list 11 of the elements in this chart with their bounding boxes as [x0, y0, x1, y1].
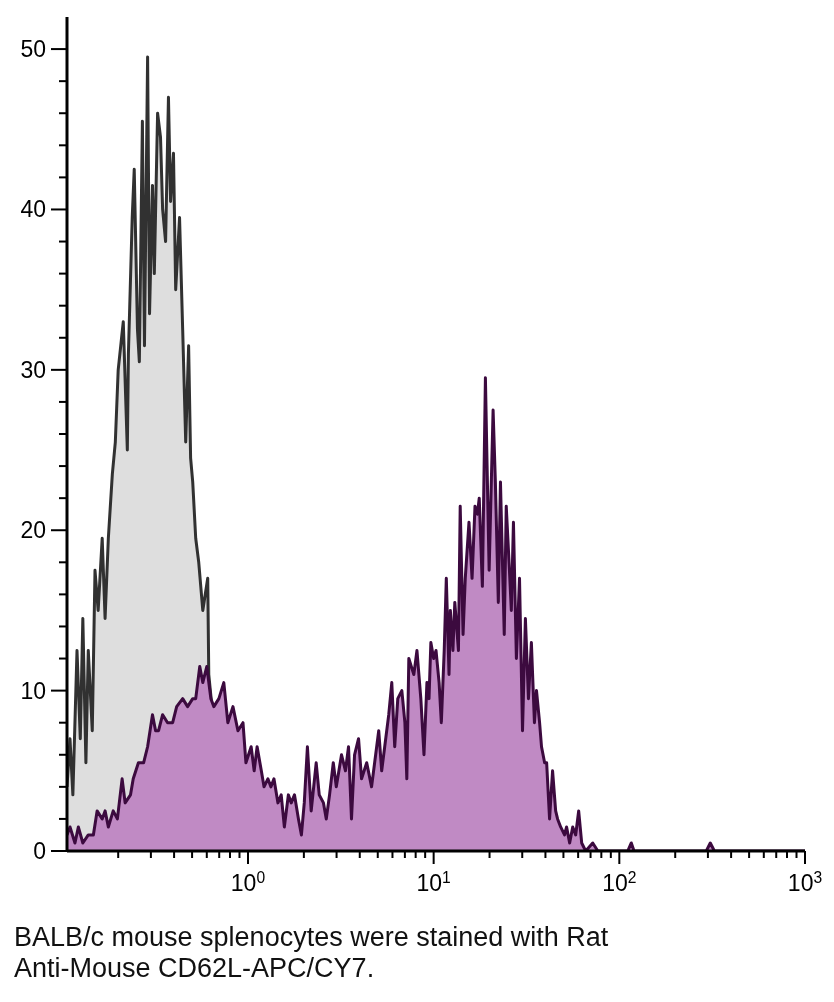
x-tick-label: 10$^{2}$ — [602, 868, 637, 896]
y-tick-label: 50 — [20, 36, 46, 63]
y-tick-label: 0 — [33, 838, 46, 864]
y-tick-label: 10 — [20, 677, 46, 704]
y-tick-label: 40 — [20, 196, 46, 223]
y-tick-label: 20 — [20, 517, 46, 544]
x-tick-label: 10$^{3}$ — [787, 868, 823, 896]
x-tick-label: 10$^{0}$ — [230, 868, 266, 896]
y-tick-label: 30 — [20, 356, 46, 383]
text: BALB/c mouse splenocytes were stained with Rat Anti-Mouse CD62L-APC/CY7. — [14, 922, 610, 984]
x-tick-label: 10$^{1}$ — [416, 868, 451, 896]
